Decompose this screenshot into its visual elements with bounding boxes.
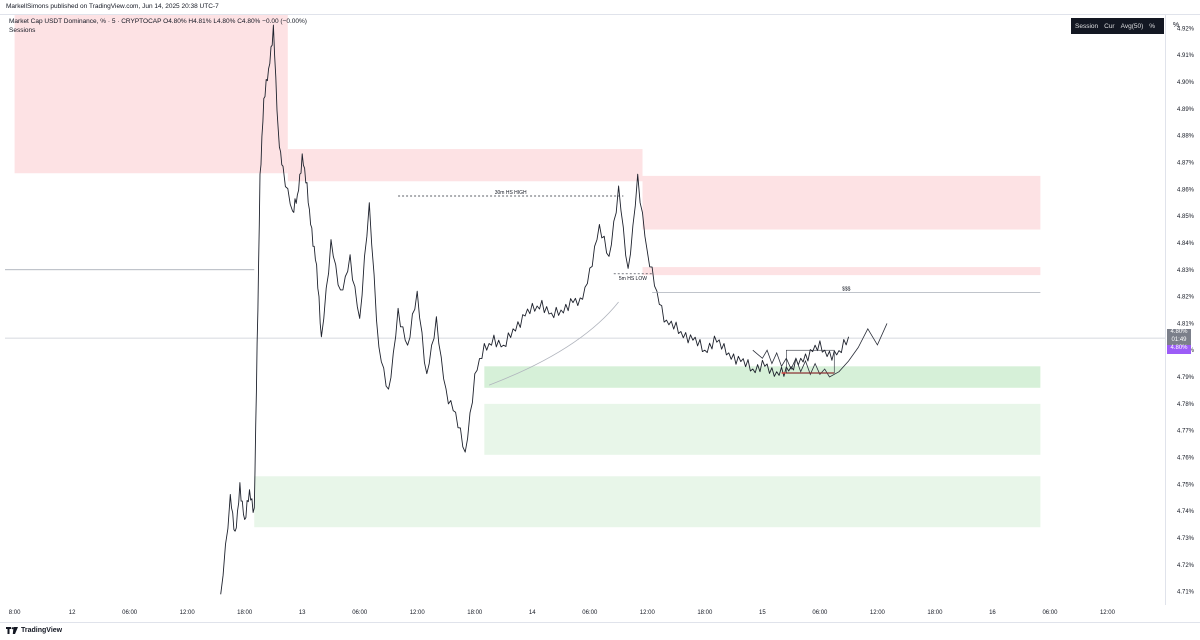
- y-tick-label: 4.81%: [1177, 321, 1195, 327]
- y-tick-label: 4.76%: [1177, 456, 1195, 462]
- projection-layer: [752, 323, 888, 378]
- y-tick-label: 4.83%: [1177, 268, 1195, 274]
- supply-zone[interactable]: [642, 175, 1041, 230]
- y-tick-label: 4.78%: [1177, 402, 1195, 408]
- tradingview-logo[interactable]: TradingView: [6, 627, 62, 634]
- tradingview-logo-icon: [6, 627, 18, 634]
- price-axis[interactable]: 4.92% 4.91% 4.90% 4.89% 4.88% 4.87% 4.86% 4.85%…: [1165, 15, 1200, 605]
- y-tick-label: 4.79%: [1177, 375, 1195, 381]
- last-price-tag: 4.80%: [1167, 329, 1191, 337]
- x-tick-label: 12: [69, 610, 76, 616]
- supply-zone[interactable]: [642, 267, 1041, 276]
- volume-profile-legend[interactable]: Session Cur Avg(50) %: [1071, 18, 1164, 34]
- vp-item-session[interactable]: Session: [1075, 22, 1099, 30]
- annotation-label[interactable]: 30m HS HIGH: [495, 190, 527, 196]
- y-tick-label: 4.86%: [1177, 187, 1195, 193]
- y-tick-label: 4.90%: [1177, 80, 1195, 86]
- annotations-layer: 30m HS HIGH 5m HS LOW $$$: [398, 190, 1041, 293]
- y-tick-label: 4.71%: [1177, 590, 1195, 596]
- second-price-tag: 4.80%: [1167, 345, 1191, 354]
- vp-item-cur[interactable]: Cur: [1104, 22, 1115, 30]
- horizontal-lines-layer: [5, 269, 1165, 339]
- zones-layer: [14, 15, 1041, 528]
- curve-layer: [488, 301, 619, 386]
- demand-zone[interactable]: [484, 403, 1041, 455]
- x-tick-label: 12:00: [870, 610, 886, 616]
- demand-zone[interactable]: [484, 366, 1041, 388]
- y-tick-label: 4.91%: [1177, 53, 1195, 59]
- symbol-legend[interactable]: Market Cap USDT Dominance, % · 5 · CRYPT…: [9, 18, 307, 25]
- vp-item-avg[interactable]: Avg(50): [1120, 22, 1144, 30]
- publish-header: MarkellSimons published on TradingView.c…: [0, 0, 1200, 15]
- y-tick-label: 4.74%: [1177, 509, 1195, 515]
- x-tick-label: 12:00: [640, 610, 656, 616]
- y-tick-label: 4.75%: [1177, 482, 1195, 488]
- x-tick-label: 18:00: [237, 610, 253, 616]
- supply-zone[interactable]: [14, 15, 288, 174]
- x-tick-label: 12:00: [410, 610, 426, 616]
- y-tick-label: 4.84%: [1177, 241, 1195, 247]
- y-tick-label: 4.77%: [1177, 429, 1195, 435]
- x-tick-label: 8:00: [9, 610, 21, 616]
- y-tick-label: 4.85%: [1177, 214, 1195, 220]
- price-series-layer: [220, 24, 850, 595]
- time-axis[interactable]: 8:00 12 06:00 12:00 18:00 13 06:00 12:00 18:00 14…: [5, 605, 1165, 619]
- projection-path[interactable]: [752, 323, 888, 378]
- curve-drawing[interactable]: [488, 301, 619, 386]
- x-tick-label: 18:00: [927, 610, 943, 616]
- vp-percent-icon: %: [1149, 22, 1156, 30]
- percent-toggle[interactable]: %: [1172, 21, 1180, 29]
- y-tick-label: 4.82%: [1177, 295, 1195, 301]
- x-tick-label: 18:00: [467, 610, 483, 616]
- second-price-value: 4.80%: [1170, 345, 1188, 351]
- x-tick-label: 06:00: [352, 610, 368, 616]
- symbol-name: Market Cap USDT Dominance, % · 5 · CRYPT…: [9, 18, 162, 25]
- x-tick-label: 16: [989, 610, 996, 616]
- annotation-label[interactable]: $$$: [842, 287, 851, 293]
- y-tick-label: 4.87%: [1177, 161, 1195, 167]
- x-tick-label: 14: [529, 610, 536, 616]
- countdown-value: 01:49: [1171, 337, 1187, 343]
- price-line[interactable]: [220, 24, 850, 595]
- last-price-value: 4.80%: [1170, 329, 1188, 335]
- x-tick-label: 12:00: [1100, 610, 1116, 616]
- x-tick-label: 12:00: [180, 610, 196, 616]
- y-tick-label: 4.92%: [1177, 26, 1195, 32]
- x-tick-label: 13: [299, 610, 306, 616]
- supply-zone[interactable]: [287, 149, 643, 182]
- x-tick-label: 06:00: [122, 610, 138, 616]
- x-tick-label: 06:00: [1042, 610, 1058, 616]
- y-tick-label: 4.88%: [1177, 134, 1195, 140]
- publisher-text: MarkellSimons published on TradingView.c…: [6, 3, 219, 10]
- x-tick-label: 06:00: [812, 610, 828, 616]
- x-tick-label: 15: [759, 610, 766, 616]
- price-chart[interactable]: 30m HS HIGH 5m HS LOW $$$: [5, 15, 1165, 605]
- ohlc-values: O4.80% H4.81% L4.80% C4.80% −0.00 (−0.00…: [163, 18, 307, 25]
- demand-zone[interactable]: [254, 476, 1041, 528]
- y-tick-label: 4.72%: [1177, 563, 1195, 569]
- annotation-label[interactable]: 5m HS LOW: [619, 276, 647, 282]
- x-tick-label: 18:00: [697, 610, 713, 616]
- range-box[interactable]: [786, 349, 835, 374]
- y-tick-label: 4.89%: [1177, 107, 1195, 113]
- footer: TradingView: [0, 622, 1200, 640]
- tradingview-brand: TradingView: [21, 627, 63, 634]
- indicator-label[interactable]: Sessions: [9, 27, 36, 34]
- countdown-tag: 01:49: [1167, 337, 1191, 345]
- y-tick-label: 4.73%: [1177, 536, 1195, 542]
- x-tick-label: 06:00: [582, 610, 598, 616]
